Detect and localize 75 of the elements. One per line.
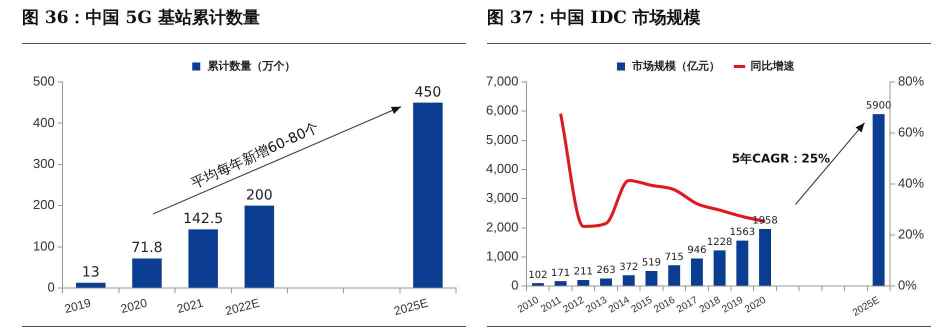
x-tick-label: 2015 [630, 294, 655, 316]
data-label: 519 [642, 258, 662, 269]
bar [600, 278, 612, 286]
x-tick-label: 2025E [392, 296, 430, 318]
bar [188, 229, 218, 288]
x-tick-label: 2019 [720, 294, 746, 316]
y-tick-label: 0 [511, 278, 519, 293]
data-label: 263 [596, 265, 616, 276]
x-tick-label: 2020 [743, 294, 768, 316]
chart-title: 图 36：中国 5G 基站累计数量 [22, 7, 260, 29]
data-label: 142.5 [183, 211, 224, 228]
legend-label: 同比增速 [750, 60, 796, 73]
data-label: 211 [574, 266, 593, 278]
bar [646, 271, 658, 286]
bar [554, 281, 567, 286]
y2-tick-label: 40% [898, 176, 924, 191]
x-tick-label: 2011 [539, 294, 564, 316]
y2-tick-label: 60% [898, 124, 924, 140]
y-tick-label: 400 [32, 114, 55, 130]
x-tick-label: 2021 [175, 296, 206, 316]
bar [736, 240, 748, 286]
x-tick-label: 2016 [652, 294, 678, 316]
y-tick-label: 100 [32, 238, 55, 254]
x-tick-label: 2019 [63, 296, 93, 316]
x-tick-label: 2010 [516, 294, 542, 316]
y-tick-label: 5,000 [486, 132, 519, 147]
bar [76, 282, 106, 288]
bar [872, 114, 885, 286]
data-label: 171 [551, 268, 570, 279]
y-tick-label: 7,000 [486, 74, 519, 89]
data-label: 1228 [706, 236, 732, 248]
bar [759, 229, 772, 286]
y-tick-label: 3,000 [486, 190, 519, 206]
y-tick-label: 1,000 [486, 248, 519, 264]
x-tick-label: 2012 [561, 294, 587, 316]
data-label: 1563 [730, 227, 756, 238]
data-label: 715 [664, 252, 684, 263]
data-label: 13 [82, 264, 100, 280]
annotation: 5年CAGR：25% [732, 152, 830, 166]
bar [244, 206, 274, 288]
x-tick-label: 2017 [675, 294, 700, 316]
y-tick-label: 0 [47, 280, 55, 295]
bar [622, 275, 635, 286]
bar [577, 280, 590, 286]
bar [132, 258, 162, 288]
y-tick-label: 2,000 [486, 219, 519, 234]
x-tick-label: 2013 [584, 294, 610, 316]
y-tick-label: 4,000 [486, 161, 519, 176]
data-label: 200 [246, 187, 273, 204]
data-label: 946 [687, 245, 706, 256]
x-tick-label: 2020 [119, 296, 149, 316]
bar [532, 283, 544, 286]
data-label: 5900 [866, 100, 892, 112]
data-label: 102 [528, 270, 548, 281]
data-label: 1958 [752, 216, 778, 227]
x-tick-label: 2014 [606, 294, 632, 316]
x-tick-label: 2022E [224, 296, 261, 318]
bar [413, 102, 443, 288]
y-tick-label: 500 [32, 74, 55, 89]
bar [690, 258, 703, 286]
data-label: 71.8 [131, 240, 163, 256]
y2-tick-label: 20% [898, 226, 924, 242]
y-tick-label: 200 [32, 197, 55, 212]
bar [668, 265, 680, 286]
bar [714, 250, 726, 286]
data-label: 450 [414, 84, 442, 100]
y-tick-label: 300 [32, 156, 55, 172]
data-label: 372 [619, 262, 638, 273]
legend-label: 市场规模（亿元） [631, 60, 720, 73]
x-tick-label: 2018 [698, 294, 723, 316]
y2-tick-label: 80% [898, 74, 924, 89]
legend-label: 累计数量（万个） [206, 60, 296, 73]
chart-title: 图 37：中国 IDC 市场规模 [487, 7, 701, 29]
y-tick-label: 6,000 [486, 102, 519, 118]
y2-tick-label: 0% [898, 278, 918, 293]
